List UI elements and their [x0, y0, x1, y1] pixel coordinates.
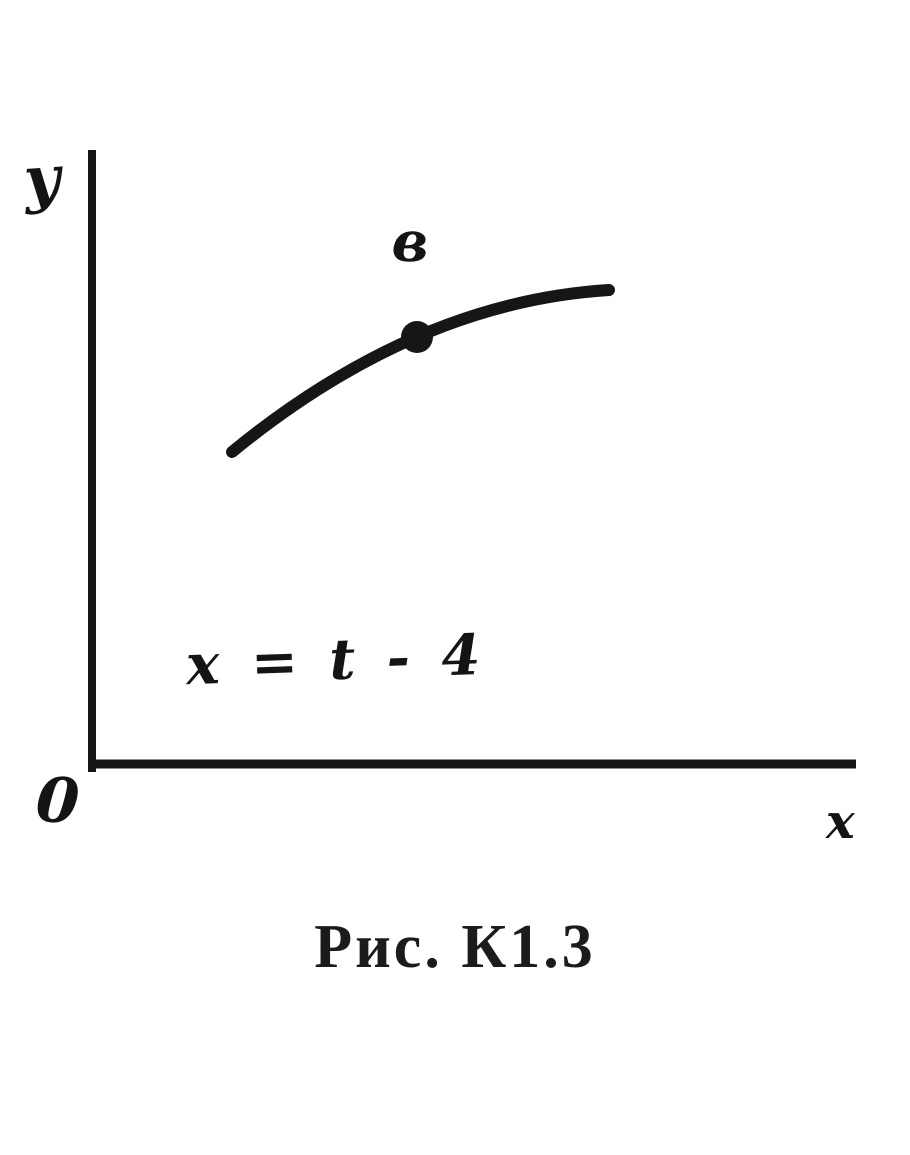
y-axis-label: y — [21, 140, 63, 217]
figure-caption: Рис. К1.3 — [314, 913, 596, 981]
point-b-label: в — [390, 208, 431, 276]
trajectory-curve — [226, 284, 615, 458]
x-axis-label: x — [826, 794, 855, 850]
point-b-marker — [401, 321, 433, 353]
origin-label: 0 — [33, 762, 82, 839]
motion-equation: x = t - 4 — [184, 621, 488, 699]
